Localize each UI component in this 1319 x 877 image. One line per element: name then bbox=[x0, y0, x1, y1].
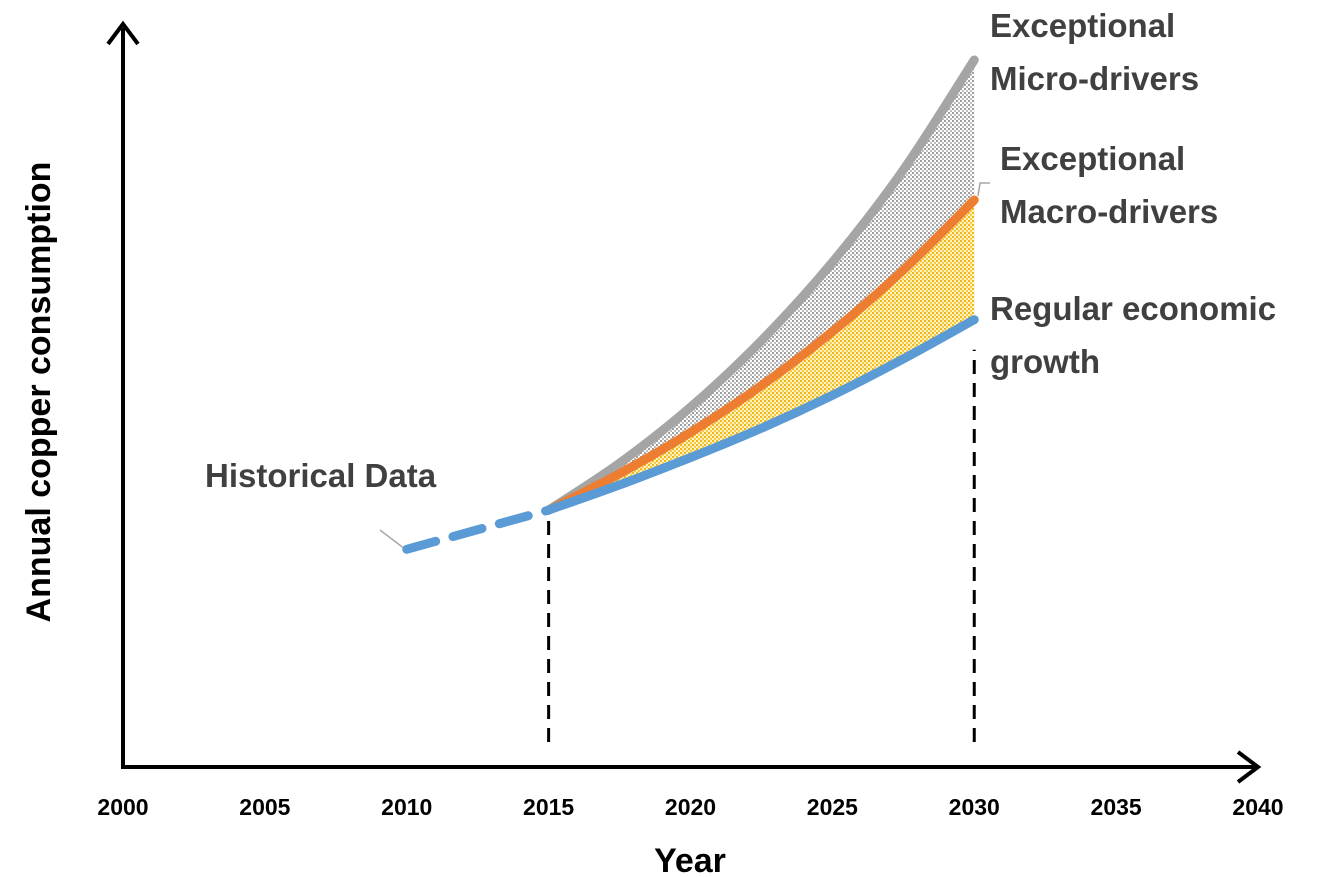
x-tick-label: 2015 bbox=[523, 794, 574, 820]
leader-line bbox=[379, 529, 404, 548]
bands bbox=[548, 60, 975, 511]
x-tick-label: 2005 bbox=[239, 794, 290, 820]
y-axis-title: Annual copper consumption bbox=[20, 162, 58, 623]
x-tick-label: 2035 bbox=[1091, 794, 1142, 820]
series-label: Exceptional Micro-drivers bbox=[990, 7, 1199, 97]
y-axis-arrow bbox=[106, 20, 140, 46]
series-line bbox=[544, 315, 979, 515]
series-line bbox=[544, 55, 979, 515]
x-tick-label: 2025 bbox=[807, 794, 858, 820]
x-tick-label: 2000 bbox=[97, 794, 148, 820]
series-label: Exceptional Macro-drivers bbox=[1000, 140, 1218, 230]
x-axis-title: Year bbox=[654, 842, 726, 877]
band bbox=[548, 200, 975, 511]
plot bbox=[402, 55, 979, 742]
series-line bbox=[544, 195, 979, 515]
x-tick-label: 2020 bbox=[665, 794, 716, 820]
series-label: Historical Data bbox=[205, 457, 437, 494]
x-tick-label: 2040 bbox=[1232, 794, 1283, 820]
series-line bbox=[402, 505, 554, 554]
x-tick-label: 2030 bbox=[949, 794, 1000, 820]
series-label: Regular economic growth bbox=[990, 290, 1276, 380]
x-axis-arrow bbox=[1236, 750, 1262, 784]
x-tick-label: 2010 bbox=[381, 794, 432, 820]
leader-line bbox=[977, 182, 990, 197]
